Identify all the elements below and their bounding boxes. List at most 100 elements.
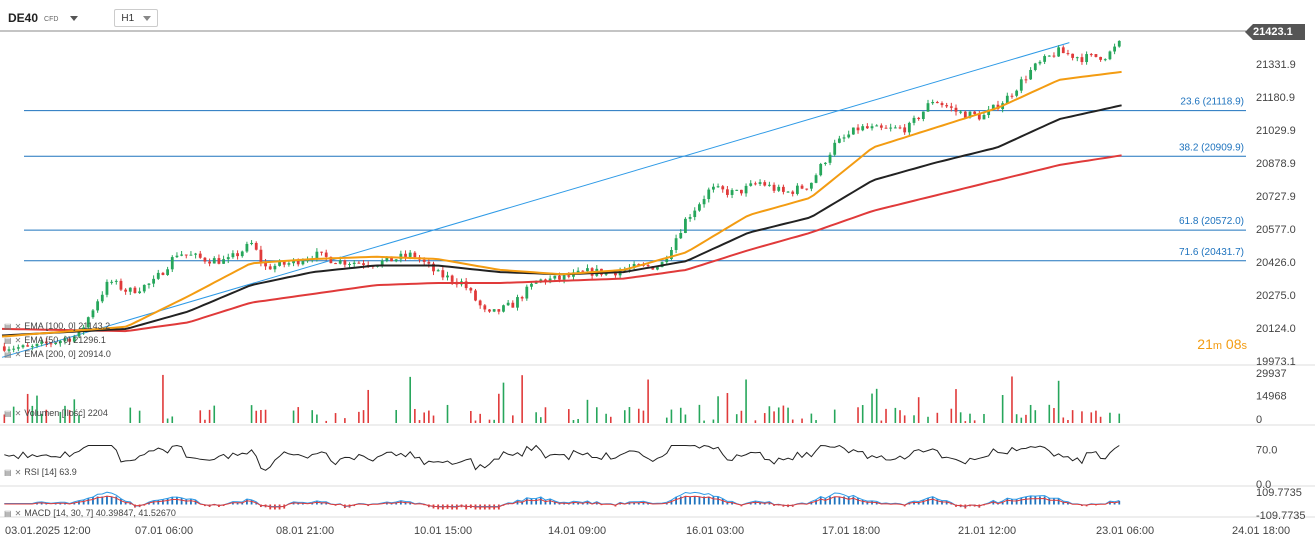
volume-bar [595,407,598,423]
candle-body [1015,90,1019,96]
candle-body [506,302,510,306]
candle-body [576,270,580,273]
volume-bar [959,412,962,423]
volume-bar [567,409,570,423]
candle-body [819,163,823,176]
candle-body [1052,55,1056,57]
volume-bar [628,407,631,423]
legend-macd[interactable]: ▤ ✕ MACD [14, 30, 7] 40.39847, 41.52670 [4,508,176,518]
volume-bar [1057,380,1060,423]
macd-bar [255,502,258,505]
candle-body [166,269,170,275]
macd-bar [539,496,542,505]
candle-body [478,300,482,306]
settings-icon[interactable]: ▤ [4,335,12,345]
macd-bar [917,502,920,505]
settings-icon[interactable]: ▤ [4,508,12,518]
candle-body [973,111,977,114]
volume-bar [969,413,971,423]
fibonacci-label: 61.8 (20572.0) [1179,216,1244,227]
y-tick-label: 20275.0 [1256,290,1296,302]
macd-bar [1057,498,1060,505]
candle-body [917,117,921,119]
macd-bar [236,502,239,505]
candle-body [77,331,81,337]
legend-ema100[interactable]: ▤ ✕ EMA [100, 0] 21143.2 [4,321,110,331]
candle-body [138,291,142,294]
volume-bar [64,405,66,423]
candle-body [441,270,445,278]
candle-body [721,186,725,190]
candle-body [562,275,566,280]
current-price-tag: 21423.1 [1245,24,1305,40]
candle-body [656,267,659,270]
candle-body [1075,57,1079,59]
candle-body [142,284,146,292]
legend-volume[interactable]: ▤ ✕ Volumen [Ilość] 2204 [4,408,108,418]
candle-body [735,189,739,191]
volume-bar [166,418,169,423]
macd-bar [54,503,57,505]
macd-bar [1015,499,1018,505]
legend-ema50-text: EMA [50, 0] 21296.1 [24,335,106,345]
macd-bar [157,500,160,505]
volume-bar [950,408,953,423]
candle-body [91,310,95,318]
macd-bar [1062,501,1065,505]
close-icon[interactable]: ✕ [14,349,22,359]
volume-bar [679,407,682,423]
candle-body [893,127,897,129]
macd-bar [507,503,510,505]
settings-icon[interactable]: ▤ [4,467,12,477]
volume-bar [423,412,425,423]
candle-body [963,111,967,118]
volume-bar [204,419,206,423]
volume-bar [395,409,397,423]
macd-bar [768,502,771,505]
candle-body [184,254,188,256]
settings-icon[interactable]: ▤ [4,349,12,359]
macd-bar [325,502,328,505]
candle-body [320,251,323,253]
close-icon[interactable]: ✕ [14,467,22,477]
macd-bar [1020,497,1023,505]
close-icon[interactable]: ✕ [14,321,22,331]
macd-bar [110,496,113,505]
macd-bar [857,497,859,505]
macd-bar [633,502,636,505]
macd-bar [73,502,76,505]
settings-icon[interactable]: ▤ [4,321,12,331]
timeframe-select[interactable]: H1 [114,9,159,27]
y-tick-label: 20426.0 [1256,257,1296,269]
x-tick-label: 16.01 03:00 [686,525,744,537]
candle-body [483,305,487,310]
candle-body [1108,51,1112,60]
candle-body [35,343,39,347]
volume-bar [735,414,738,423]
legend-rsi[interactable]: ▤ ✕ RSI [14] 63.9 [4,467,77,477]
x-tick-label: 07.01 06:00 [135,525,193,537]
candle-body [581,270,585,272]
symbol-dropdown-chevron-icon[interactable] [70,15,79,21]
close-icon[interactable]: ✕ [14,508,22,518]
candle-body [63,338,67,341]
candle-body [833,142,837,155]
candle-body [931,101,935,104]
volume-bar [1095,410,1097,423]
candle-body [432,263,435,272]
legend-ema50[interactable]: ▤ ✕ EMA [50, 0] 21296.1 [4,335,106,345]
candle-body [991,104,995,110]
volume-bar [470,410,472,423]
legend-ema200[interactable]: ▤ ✕ EMA [200, 0] 20914.0 [4,349,111,359]
candle-body [58,340,62,344]
close-icon[interactable]: ✕ [14,408,22,418]
macd-bar [586,501,589,505]
close-icon[interactable]: ✕ [14,335,22,345]
volume-bar [59,411,62,423]
candle-body [497,309,501,312]
candle-body [814,175,818,183]
macd-bar [703,496,705,505]
settings-icon[interactable]: ▤ [4,408,12,418]
